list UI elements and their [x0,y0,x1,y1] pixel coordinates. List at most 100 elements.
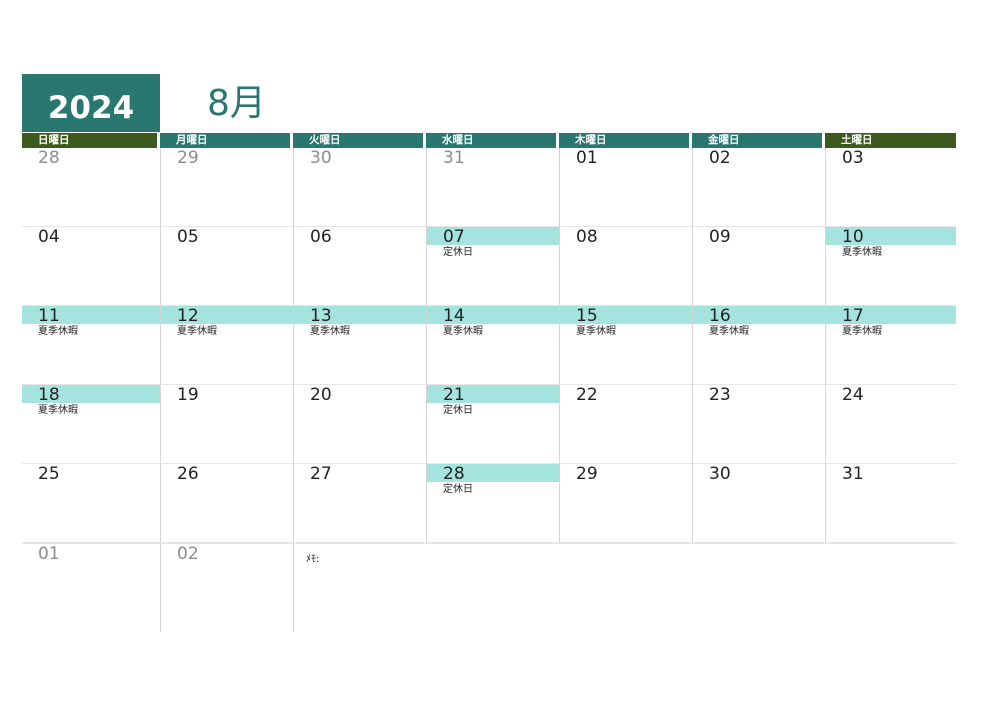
day-number: 14 [443,306,465,326]
calendar-week-last: 01 02 ﾒﾓ: [22,543,956,632]
day-cell[interactable]: 28 定休日 [426,464,559,543]
highlight-band [560,306,692,324]
day-note: 夏季休暇 [842,247,882,258]
day-note: 定休日 [443,484,473,495]
day-number: 31 [443,148,465,168]
highlight-band [22,385,160,403]
day-cell[interactable]: 26 [160,464,293,543]
day-note: 定休日 [443,405,473,416]
day-note: 夏季休暇 [310,326,350,337]
calendar-week: 11 夏季休暇 12 夏季休暇 13 夏季休暇 14 夏季休暇 15 夏季休暇 16 夏季休暇 17 夏季… [22,306,956,385]
calendar-week: 04 05 06 07 定休日 08 09 10 夏季休暇 [22,227,956,306]
weekday-1: 月曜日 [160,133,290,148]
day-number: 22 [576,385,598,405]
memo-area[interactable]: ﾒﾓ: [293,544,956,632]
day-number: 03 [842,148,864,168]
day-cell[interactable]: 31 [426,148,559,227]
day-number: 19 [177,385,199,405]
day-note: 夏季休暇 [443,326,483,337]
day-cell[interactable]: 02 [692,148,825,227]
day-number: 01 [38,544,60,564]
day-cell[interactable]: 18 夏季休暇 [22,385,160,464]
day-cell[interactable]: 25 [22,464,160,543]
day-cell[interactable]: 06 [293,227,426,306]
day-number: 23 [709,385,731,405]
calendar-week: 28 29 30 31 01 02 03 [22,148,956,227]
day-number: 07 [443,227,465,247]
day-number: 13 [310,306,332,326]
day-cell[interactable]: 04 [22,227,160,306]
weekday-0: 日曜日 [22,133,157,148]
day-cell[interactable]: 01 [559,148,692,227]
year-label: 2024 [22,74,160,132]
day-cell[interactable]: 02 [160,544,293,632]
memo-label: ﾒﾓ: [306,554,320,565]
day-cell[interactable]: 12 夏季休暇 [160,306,293,385]
day-number: 02 [177,544,199,564]
day-number: 05 [177,227,199,247]
day-number: 30 [310,148,332,168]
day-note: 夏季休暇 [709,326,749,337]
calendar-week: 25 26 27 28 定休日 29 30 31 [22,464,956,543]
day-cell[interactable]: 01 [22,544,160,632]
highlight-band [826,227,956,245]
day-note: 夏季休暇 [576,326,616,337]
day-cell[interactable]: 11 夏季休暇 [22,306,160,385]
calendar-week: 18 夏季休暇 19 20 21 定休日 22 23 24 [22,385,956,464]
day-note: 定休日 [443,247,473,258]
day-number: 30 [709,464,731,484]
day-number: 01 [576,148,598,168]
day-number: 16 [709,306,731,326]
day-number: 27 [310,464,332,484]
weekday-3: 水曜日 [426,133,556,148]
day-note: 夏季休暇 [38,405,78,416]
day-cell[interactable]: 13 夏季休暇 [293,306,426,385]
day-cell[interactable]: 16 夏季休暇 [692,306,825,385]
highlight-band [161,306,293,324]
weekday-4: 木曜日 [559,133,689,148]
day-note: 夏季休暇 [842,326,882,337]
highlight-band [22,306,160,324]
day-number: 10 [842,227,864,247]
highlight-band [427,227,559,245]
day-number: 28 [38,148,60,168]
day-cell[interactable]: 15 夏季休暇 [559,306,692,385]
weekday-header: 日曜日 月曜日 火曜日 水曜日 木曜日 金曜日 土曜日 [22,133,956,148]
day-cell[interactable]: 28 [22,148,160,227]
day-number: 11 [38,306,60,326]
day-cell[interactable]: 29 [160,148,293,227]
day-number: 12 [177,306,199,326]
day-number: 28 [443,464,465,484]
day-number: 29 [177,148,199,168]
day-cell[interactable]: 27 [293,464,426,543]
day-cell[interactable]: 05 [160,227,293,306]
day-cell[interactable]: 19 [160,385,293,464]
day-cell[interactable]: 21 定休日 [426,385,559,464]
day-cell[interactable]: 24 [825,385,956,464]
day-cell[interactable]: 03 [825,148,956,227]
day-cell[interactable]: 08 [559,227,692,306]
day-cell[interactable]: 07 定休日 [426,227,559,306]
day-cell[interactable]: 14 夏季休暇 [426,306,559,385]
day-cell[interactable]: 20 [293,385,426,464]
weekday-5: 金曜日 [692,133,822,148]
day-cell[interactable]: 23 [692,385,825,464]
day-number: 09 [709,227,731,247]
month-title: 8月 [207,83,266,124]
day-cell[interactable]: 22 [559,385,692,464]
day-number: 18 [38,385,60,405]
day-number: 04 [38,227,60,247]
day-number: 06 [310,227,332,247]
day-cell[interactable]: 09 [692,227,825,306]
day-number: 25 [38,464,60,484]
calendar-weeks: 28 29 30 31 01 02 03 04 05 06 07 定休日 08 09 10 夏季休暇 11 夏季休… [22,148,956,543]
weekday-2: 火曜日 [293,133,423,148]
highlight-band [427,385,559,403]
day-cell[interactable]: 30 [692,464,825,543]
day-cell[interactable]: 30 [293,148,426,227]
day-cell[interactable]: 31 [825,464,956,543]
day-cell[interactable]: 29 [559,464,692,543]
day-cell[interactable]: 10 夏季休暇 [825,227,956,306]
day-number: 15 [576,306,598,326]
day-cell[interactable]: 17 夏季休暇 [825,306,956,385]
